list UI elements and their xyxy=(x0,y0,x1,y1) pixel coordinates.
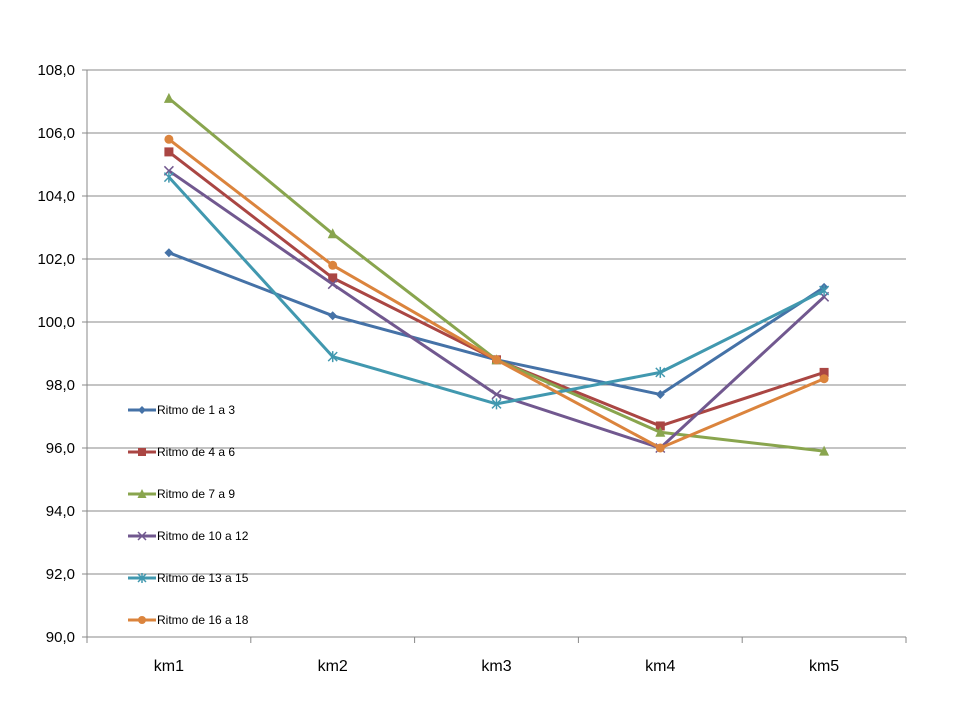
legend-item: Ritmo de 16 a 18 xyxy=(128,613,249,627)
legend-item: Ritmo de 13 a 15 xyxy=(128,571,249,585)
series-line xyxy=(167,97,825,453)
data-point xyxy=(164,248,174,258)
y-tick-label: 96,0 xyxy=(46,440,75,457)
legend-label: Ritmo de 1 a 3 xyxy=(157,403,235,417)
data-point xyxy=(138,616,146,624)
grid xyxy=(87,69,906,575)
data-point xyxy=(327,279,338,290)
y-tick-label: 100,0 xyxy=(37,314,75,331)
y-tick-label: 98,0 xyxy=(46,377,75,394)
y-tick-label: 104,0 xyxy=(37,188,75,205)
series-5 xyxy=(163,171,830,410)
y-tick-label: 106,0 xyxy=(37,125,75,142)
series-group xyxy=(163,92,830,456)
data-point xyxy=(164,147,174,157)
data-point xyxy=(819,367,829,377)
y-tick-label: 94,0 xyxy=(46,503,75,520)
legend-label: Ritmo de 7 a 9 xyxy=(157,487,235,501)
data-point xyxy=(137,531,147,541)
data-point xyxy=(328,260,338,270)
legend-item: Ritmo de 4 a 6 xyxy=(128,445,235,459)
data-point xyxy=(327,351,338,363)
series-1 xyxy=(164,248,829,399)
y-tick-label: 92,0 xyxy=(46,566,75,583)
series-4 xyxy=(163,165,830,454)
data-point xyxy=(491,389,502,400)
y-tick-label: 90,0 xyxy=(46,629,75,646)
data-point xyxy=(328,273,338,283)
x-tick-label: km4 xyxy=(645,658,675,675)
data-point xyxy=(655,421,665,431)
x-tick-label: km3 xyxy=(481,658,511,675)
series-6 xyxy=(164,134,829,453)
legend: Ritmo de 1 a 3 Ritmo de 4 a 6 Ritmo de 7 a… xyxy=(128,403,249,627)
data-point xyxy=(492,355,501,365)
data-point xyxy=(655,366,666,378)
data-point xyxy=(137,573,147,583)
data-point xyxy=(163,171,174,183)
data-point xyxy=(491,398,502,410)
y-tick-label: 102,0 xyxy=(37,251,75,268)
y-tick-label: 108,0 xyxy=(37,62,75,79)
data-point xyxy=(655,426,666,437)
data-point xyxy=(819,285,830,296)
data-point xyxy=(819,445,830,456)
x-tick-label: km2 xyxy=(318,658,348,675)
legend-item: Ritmo de 7 a 9 xyxy=(128,487,235,501)
data-point xyxy=(163,92,174,103)
axes: 90,0 92,0 94,0 96,0 98,0 100,0 102,0 104,0 106,0… xyxy=(37,62,907,675)
data-point xyxy=(327,228,338,239)
series-line xyxy=(168,251,825,396)
data-point xyxy=(655,443,665,453)
legend-label: Ritmo de 4 a 6 xyxy=(157,445,235,459)
data-point xyxy=(655,389,665,399)
legend-item: Ritmo de 10 a 12 xyxy=(128,529,249,543)
x-tick-label: km1 xyxy=(154,658,184,675)
legend-label: Ritmo de 13 a 15 xyxy=(157,571,249,585)
legend-label: Ritmo de 10 a 12 xyxy=(157,529,249,543)
data-point xyxy=(328,311,338,321)
legend-item: Ritmo de 1 a 3 xyxy=(128,403,235,417)
data-point xyxy=(819,374,829,384)
data-point xyxy=(137,489,147,498)
data-point xyxy=(138,406,146,414)
x-tick-label: km5 xyxy=(809,658,839,675)
data-point xyxy=(164,134,174,144)
data-point xyxy=(138,448,146,456)
legend-label: Ritmo de 16 a 18 xyxy=(157,613,249,627)
